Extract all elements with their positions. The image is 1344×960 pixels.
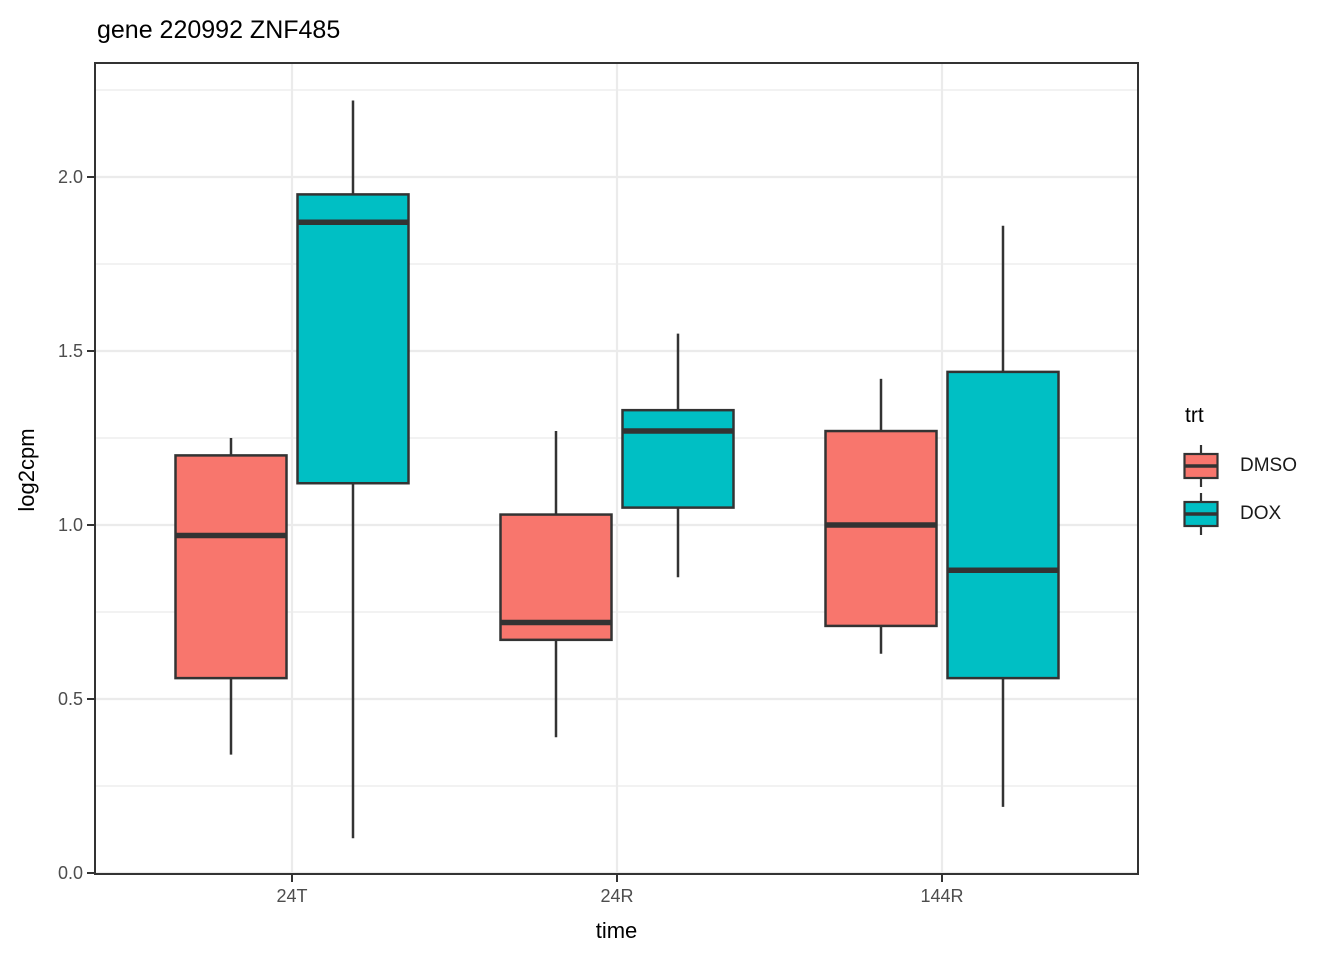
legend-entry-label: DMSO (1240, 455, 1297, 476)
chart-title: gene 220992 ZNF485 (97, 16, 341, 44)
y-axis-title: log2cpm (14, 428, 39, 512)
legend-entry: DOX (1183, 492, 1297, 536)
y-axis-tick-label: 0.5 (58, 689, 83, 709)
boxplot-box (621, 408, 735, 509)
legend: trt DMSO DOX (1183, 404, 1297, 540)
y-axis-tick-label: 2.0 (58, 167, 83, 187)
y-axis-tick-label: 1.5 (58, 341, 83, 361)
boxplot-box (499, 513, 613, 642)
x-axis-title: time (595, 918, 638, 943)
boxplot-box (946, 370, 1060, 680)
boxplot-box (296, 193, 410, 485)
legend-title: trt (1185, 404, 1204, 427)
x-axis-tick-label: 24R (600, 886, 633, 906)
boxplot-box (174, 454, 288, 680)
legend-entries: DMSO DOX (1183, 444, 1297, 536)
x-axis-tick-label: 144R (920, 886, 963, 906)
boxplot-box (824, 429, 938, 628)
legend-key-boxplot-icon (1183, 493, 1219, 535)
x-axis-tick-label: 24T (276, 886, 307, 906)
legend-entry-label: DOX (1240, 503, 1282, 524)
y-axis-tick-label: 1.0 (58, 515, 83, 535)
legend-key-boxplot-icon (1183, 445, 1219, 487)
legend-entry: DMSO (1183, 444, 1297, 488)
y-axis-tick-label: 0.0 (58, 863, 83, 883)
